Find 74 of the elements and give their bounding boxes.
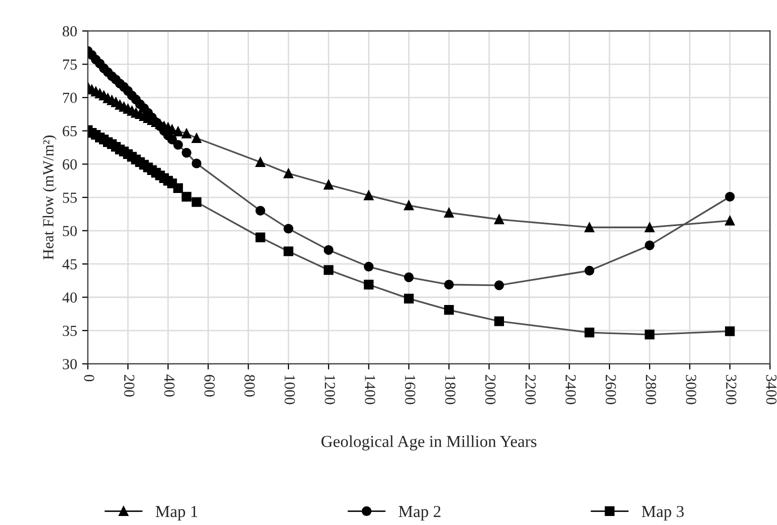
- legend-label: Map 2: [398, 506, 440, 521]
- x-tick-label: 1600: [405, 376, 416, 404]
- point: [444, 280, 454, 290]
- point: [644, 222, 654, 232]
- point: [173, 126, 183, 136]
- point: [364, 262, 374, 272]
- x-tick-label: 2000: [485, 374, 496, 404]
- point: [404, 200, 414, 210]
- point: [192, 133, 202, 144]
- point: [444, 305, 454, 315]
- x-tick-label: 3000: [686, 374, 696, 404]
- point: [444, 208, 454, 218]
- point: [324, 245, 334, 255]
- point: [255, 232, 266, 242]
- y-tick-label: 35: [62, 326, 77, 336]
- point: [404, 272, 414, 282]
- point: [284, 246, 294, 256]
- x-tick-label: 400: [164, 374, 175, 397]
- point: [182, 128, 192, 138]
- point: [644, 240, 654, 250]
- point: [167, 134, 177, 144]
- point: [584, 328, 594, 338]
- y-tick-label: 65: [62, 126, 77, 136]
- x-tick-label: 600: [204, 374, 215, 397]
- point: [192, 197, 202, 207]
- x-tick-label: 2800: [646, 374, 656, 404]
- y-tick-label: 60: [62, 159, 77, 170]
- x-tick-label: 1800: [445, 376, 456, 404]
- point: [182, 192, 192, 202]
- point: [494, 280, 504, 290]
- point: [494, 316, 504, 326]
- x-tick-label: 2600: [606, 374, 616, 404]
- x-tick-label: 200: [124, 374, 134, 397]
- point: [725, 216, 735, 226]
- point: [324, 180, 334, 190]
- x-tick-label: 1200: [324, 376, 336, 404]
- x-tick-label: 0: [84, 374, 94, 382]
- y-tick-label: 70: [63, 92, 77, 103]
- point: [255, 157, 266, 167]
- y-tick-label: 75: [63, 60, 77, 70]
- y-tick-label: 50: [62, 226, 77, 236]
- point: [173, 183, 183, 193]
- y-tick-label: 40: [62, 292, 77, 303]
- point: [584, 222, 594, 232]
- x-tick-label: 2400: [566, 374, 576, 404]
- point: [284, 168, 294, 178]
- x-tick-label: 3200: [726, 374, 736, 404]
- x-tick-label: 1000: [284, 376, 295, 404]
- y-tick-label: 80: [62, 26, 77, 36]
- x-tick-label: 2200: [525, 374, 536, 404]
- point: [725, 192, 735, 202]
- point: [494, 214, 504, 224]
- y-tick-label: 55: [62, 192, 77, 203]
- point: [284, 224, 294, 234]
- point: [173, 140, 183, 150]
- point: [324, 265, 334, 275]
- legend-label: Map 1: [156, 506, 198, 521]
- x-tick-label: 1400: [364, 376, 376, 404]
- point: [364, 280, 374, 290]
- point: [584, 266, 594, 276]
- point: [364, 190, 374, 200]
- y-tick-label: 30: [62, 358, 77, 370]
- y-tick-label: 45: [62, 259, 77, 270]
- x-axis-title: Geological Age in Million Years: [321, 435, 536, 451]
- point: [255, 206, 266, 216]
- legend-label: Map 3: [642, 506, 684, 521]
- x-tick-label: 3400: [766, 374, 776, 404]
- point: [182, 148, 192, 158]
- point: [192, 158, 202, 168]
- x-tick-label: 800: [244, 374, 255, 397]
- y-axis-title: Heat Flow (mW/m²): [42, 136, 57, 260]
- point: [404, 294, 414, 304]
- point: [725, 326, 735, 336]
- point: [644, 330, 654, 340]
